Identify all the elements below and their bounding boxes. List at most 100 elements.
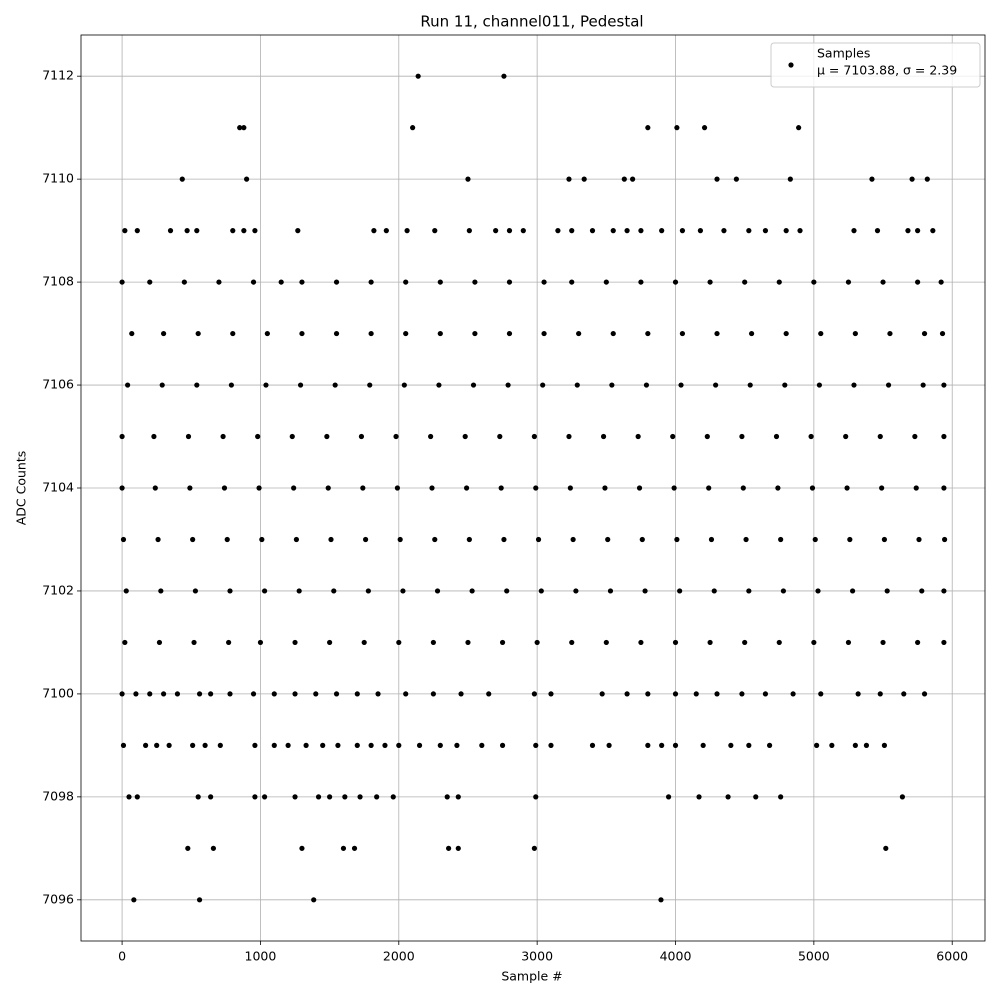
data-point xyxy=(357,794,363,800)
data-point xyxy=(297,382,304,388)
data-point xyxy=(362,536,369,543)
data-point xyxy=(874,228,881,234)
data-point xyxy=(746,588,752,594)
data-point xyxy=(437,330,443,337)
data-point xyxy=(851,228,857,234)
data-point xyxy=(499,742,506,748)
data-point xyxy=(191,639,197,646)
data-point xyxy=(589,228,596,234)
data-point xyxy=(351,845,358,851)
data-point xyxy=(766,742,773,748)
data-point xyxy=(877,433,883,440)
data-point xyxy=(506,279,513,285)
data-point xyxy=(573,588,579,594)
data-point xyxy=(259,536,265,543)
data-point xyxy=(541,330,547,337)
data-point xyxy=(674,125,680,131)
data-point xyxy=(913,485,919,491)
data-point xyxy=(742,639,748,646)
data-point xyxy=(728,742,734,748)
data-point xyxy=(390,794,396,800)
data-point xyxy=(342,794,348,800)
data-point xyxy=(880,639,886,646)
data-point xyxy=(315,794,322,800)
data-point xyxy=(313,691,319,697)
y-tick-label: 7104 xyxy=(42,480,74,495)
data-point xyxy=(704,433,710,440)
data-point xyxy=(202,742,208,748)
data-point xyxy=(635,433,641,440)
data-point xyxy=(939,330,946,337)
data-point xyxy=(155,536,161,543)
data-point xyxy=(884,588,890,594)
data-point xyxy=(466,536,472,543)
data-point xyxy=(520,228,526,234)
data-point xyxy=(816,382,822,388)
x-tick-label: 5000 xyxy=(798,949,830,964)
data-point xyxy=(499,639,506,646)
data-point xyxy=(360,485,366,491)
legend-label: Samples xyxy=(817,46,870,61)
data-point xyxy=(125,382,131,388)
data-point xyxy=(863,742,870,748)
data-point xyxy=(762,691,769,697)
data-point xyxy=(133,691,139,697)
data-point xyxy=(129,330,135,337)
chart-title: Run 11, channel011, Pedestal xyxy=(420,13,643,31)
data-point xyxy=(299,330,305,337)
data-point xyxy=(190,536,196,543)
data-point xyxy=(782,382,788,388)
data-point xyxy=(174,691,181,697)
data-point xyxy=(748,330,755,337)
data-point xyxy=(714,176,720,182)
data-point xyxy=(915,279,921,285)
data-point xyxy=(605,536,611,543)
data-point xyxy=(658,897,664,903)
data-point xyxy=(603,639,609,646)
data-point xyxy=(674,536,680,543)
data-point xyxy=(506,330,513,337)
data-point xyxy=(780,588,787,594)
data-point xyxy=(261,588,268,594)
data-point xyxy=(809,485,816,491)
data-point xyxy=(706,485,712,491)
data-point xyxy=(701,125,708,131)
data-point xyxy=(354,691,360,697)
data-point xyxy=(252,228,258,234)
data-point xyxy=(778,536,784,543)
data-point xyxy=(845,639,852,646)
data-point xyxy=(531,691,537,697)
data-point xyxy=(708,536,715,543)
data-point xyxy=(397,536,403,543)
data-point xyxy=(241,125,247,131)
data-point xyxy=(217,742,223,748)
data-point xyxy=(237,125,243,131)
data-point xyxy=(358,433,365,440)
data-point xyxy=(208,794,214,800)
data-point xyxy=(293,536,300,543)
data-point xyxy=(446,845,452,851)
data-point xyxy=(151,433,157,440)
data-point xyxy=(434,588,441,594)
data-point xyxy=(930,228,936,234)
data-point xyxy=(252,742,258,748)
data-point xyxy=(672,639,679,646)
data-point xyxy=(808,433,814,440)
data-point xyxy=(505,382,511,388)
y-tick-label: 7112 xyxy=(42,68,74,83)
data-point xyxy=(912,433,918,440)
data-point xyxy=(942,536,948,543)
data-point xyxy=(396,742,402,748)
data-point xyxy=(739,691,745,697)
data-point xyxy=(818,330,824,337)
data-point xyxy=(393,433,399,440)
data-point xyxy=(292,639,298,646)
data-point xyxy=(941,639,947,646)
data-point xyxy=(194,382,200,388)
data-point xyxy=(404,228,410,234)
data-point xyxy=(156,639,163,646)
data-point xyxy=(569,639,575,646)
data-point xyxy=(602,485,608,491)
data-point xyxy=(645,125,651,131)
data-point xyxy=(472,330,478,337)
